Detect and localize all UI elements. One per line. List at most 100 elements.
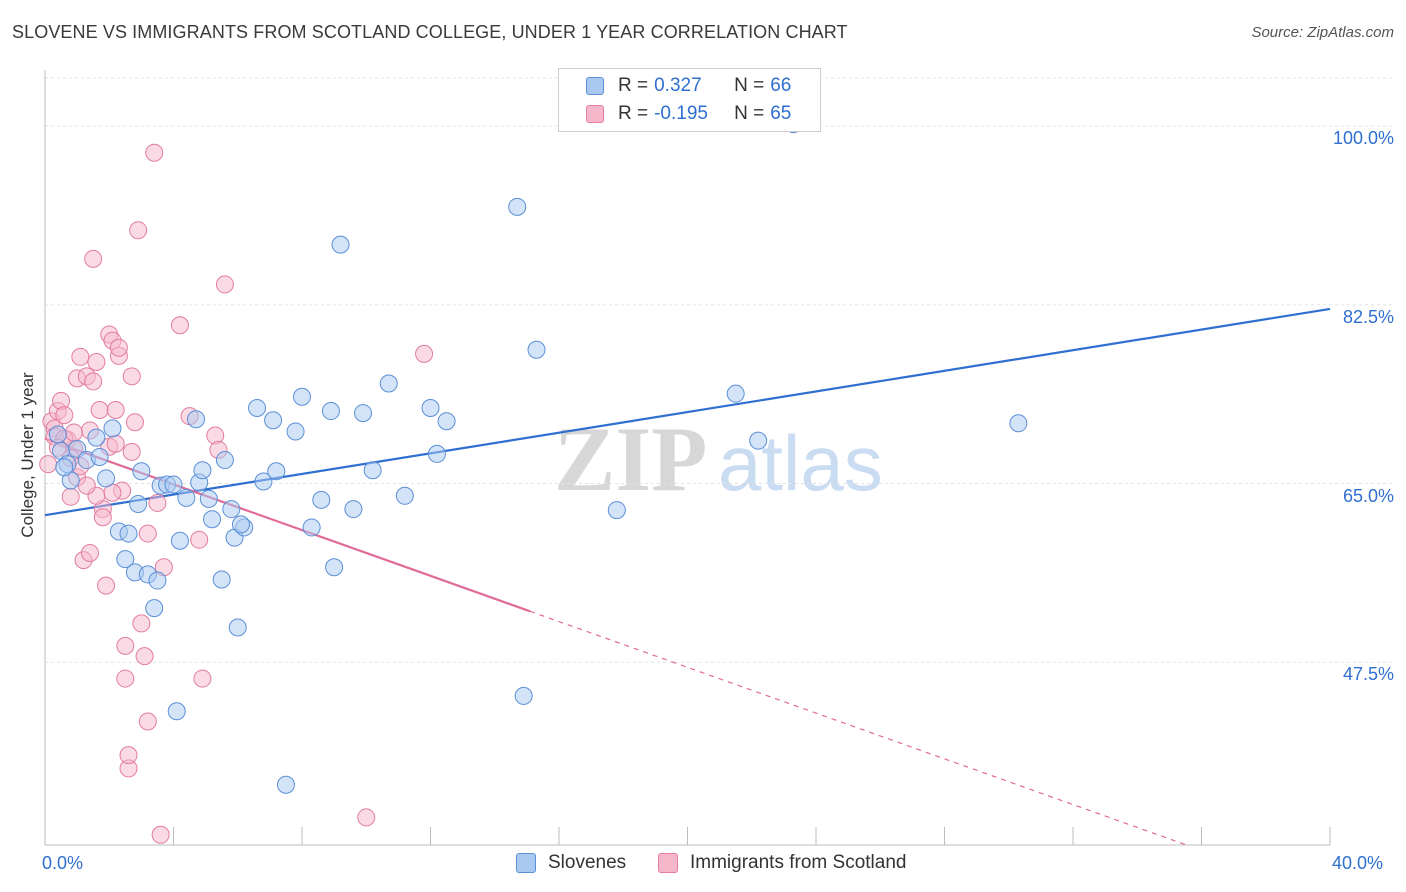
trendline-scotland [44, 437, 531, 613]
series-label-slovenes: Slovenes [548, 852, 627, 873]
point-slovenes [90, 447, 109, 466]
point-scotland [415, 344, 434, 363]
point-slovenes [97, 469, 116, 488]
point-slovenes [354, 404, 373, 423]
point-slovenes [48, 425, 67, 444]
watermark-zip: ZIP [554, 408, 707, 510]
point-slovenes [395, 486, 414, 505]
point-scotland [39, 455, 58, 474]
point-scotland [122, 367, 141, 386]
point-slovenes [103, 419, 122, 438]
point-slovenes [276, 775, 295, 794]
point-slovenes [514, 686, 533, 705]
series-legend-scotland[interactable]: Immigrants from Scotland [658, 852, 906, 874]
point-scotland [119, 746, 138, 765]
point-slovenes [437, 412, 456, 431]
point-scotland [90, 401, 109, 420]
legend-n-label: N = [734, 75, 765, 96]
point-slovenes [379, 374, 398, 393]
point-scotland [148, 493, 167, 512]
point-slovenes [203, 510, 222, 529]
point-slovenes [170, 531, 189, 550]
point-scotland [64, 423, 83, 442]
correlation-legend: R = 0.327 N = 66 R = -0.195 N = 65 [558, 68, 821, 132]
point-slovenes [193, 461, 212, 480]
point-slovenes [228, 618, 247, 637]
point-scotland [87, 353, 106, 372]
series-swatch-scotland [658, 853, 678, 873]
series-legend-slovenes[interactable]: Slovenes [516, 852, 626, 874]
series-swatch-slovenes [516, 853, 536, 873]
y-tick-label: 47.5% [1342, 664, 1394, 685]
point-slovenes [302, 518, 321, 537]
point-slovenes [293, 387, 311, 406]
point-scotland [116, 636, 135, 655]
point-slovenes [119, 524, 138, 543]
x-tick-label: 0.0% [42, 853, 84, 873]
point-slovenes [167, 702, 186, 721]
point-scotland [93, 508, 112, 527]
point-slovenes [527, 340, 546, 359]
point-slovenes [248, 398, 267, 417]
point-scotland [55, 406, 74, 425]
point-slovenes [363, 461, 382, 480]
point-scotland [138, 712, 157, 731]
point-slovenes [215, 451, 234, 470]
point-slovenes [222, 500, 241, 519]
legend-n-value: 66 [770, 75, 792, 96]
point-slovenes [508, 197, 527, 216]
point-slovenes [1009, 414, 1028, 433]
legend-r-label: R = [618, 75, 649, 96]
point-slovenes [145, 599, 164, 618]
point-slovenes [344, 500, 363, 519]
point-scotland [106, 401, 125, 420]
point-scotland [109, 338, 128, 357]
chart-source: Source: ZipAtlas.com [1251, 24, 1394, 41]
point-scotland [97, 576, 116, 595]
point-slovenes [55, 458, 74, 477]
point-slovenes [148, 571, 167, 590]
point-slovenes [132, 462, 151, 481]
point-scotland [129, 221, 148, 240]
point-slovenes [331, 235, 350, 254]
point-slovenes [286, 422, 305, 441]
point-scotland [145, 143, 164, 162]
trendline-scotland-extension [529, 610, 1187, 846]
point-scotland [80, 543, 99, 562]
point-scotland [357, 808, 376, 827]
series-label-scotland: Immigrants from Scotland [690, 852, 907, 873]
series-legend: Slovenes Immigrants from Scotland [0, 852, 1406, 878]
legend-r-label: R = [618, 103, 649, 124]
point-slovenes [254, 472, 273, 491]
watermark-atlas: atlas [718, 419, 883, 507]
point-scotland [190, 530, 209, 549]
point-slovenes [87, 428, 106, 447]
point-slovenes [267, 462, 286, 481]
point-scotland [215, 275, 234, 294]
point-scotland [77, 476, 96, 495]
legend-n-label: N = [734, 103, 765, 124]
point-slovenes [212, 570, 231, 589]
point-scotland [170, 316, 189, 335]
legend-r-value: 0.327 [654, 75, 702, 96]
legend-r-value: -0.195 [654, 103, 708, 124]
point-slovenes [607, 501, 626, 520]
legend-row-slovenes: R = 0.327 N = 66 [559, 73, 791, 99]
point-slovenes [325, 558, 344, 577]
point-slovenes [726, 384, 745, 403]
point-slovenes [231, 515, 250, 534]
legend-row-scotland: R = -0.195 N = 65 [559, 101, 791, 127]
point-scotland [122, 442, 141, 461]
point-slovenes [129, 494, 148, 513]
point-scotland [125, 413, 144, 432]
point-scotland [116, 669, 135, 688]
point-scotland [135, 647, 154, 666]
point-slovenes [427, 444, 446, 463]
point-scotland [71, 347, 90, 366]
x-tick-label: 40.0% [1332, 853, 1384, 873]
legend-swatch-scotland [586, 105, 604, 123]
point-slovenes [264, 411, 283, 430]
point-scotland [84, 249, 103, 268]
